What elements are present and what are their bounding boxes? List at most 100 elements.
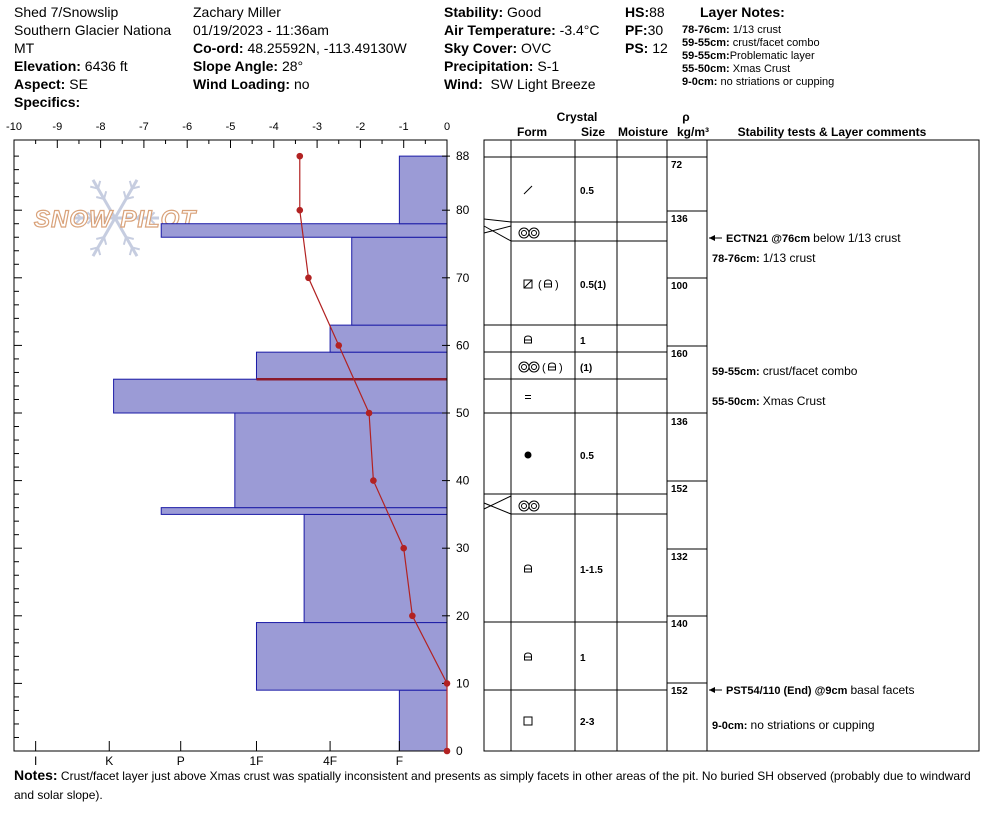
temp-point xyxy=(443,747,451,755)
stability-row: Stability: Good xyxy=(444,3,600,21)
facet-symbol xyxy=(544,279,552,288)
header-rho: ρ xyxy=(682,110,689,124)
temp-tick-label: -9 xyxy=(52,121,62,133)
hardness-bars xyxy=(113,155,448,752)
layer-comment: 9-0cm: no striations or cupping xyxy=(712,718,875,732)
crystal-size: 0.5(1) xyxy=(580,280,606,291)
precip-particle-symbol xyxy=(523,185,533,195)
snowflake-branch xyxy=(103,236,108,246)
temp-curve xyxy=(299,156,448,751)
hs-row: HS:88 xyxy=(625,3,668,21)
depth-tick-label: 60 xyxy=(456,338,470,352)
crystal-size: 2-3 xyxy=(580,717,595,728)
layer-connector xyxy=(483,502,512,515)
layer-connector xyxy=(483,225,512,234)
slope-value: 28° xyxy=(281,58,304,74)
snowflake-branch xyxy=(89,246,99,251)
depth-tick-label: 30 xyxy=(456,541,470,555)
pf-label: PF: xyxy=(625,22,648,38)
header-crystal: Crystal xyxy=(557,110,598,124)
pf-row: PF:30 xyxy=(625,21,668,39)
faceted-rounded-symbol xyxy=(523,279,533,289)
snowflake-branch xyxy=(136,217,144,225)
layer-notes-title: Layer Notes: xyxy=(700,4,785,20)
temp-point xyxy=(409,612,416,620)
layer-comment-range: 59-55cm: xyxy=(712,366,763,378)
layer-note-range: 78-76cm: xyxy=(682,24,730,36)
crust-symbol xyxy=(518,361,530,373)
specifics-label: Specifics: xyxy=(14,94,81,110)
snowflake-branch xyxy=(74,211,82,219)
ps-row: PS: 12 xyxy=(625,39,668,57)
elevation-value: 6436 ft xyxy=(84,58,128,74)
state: MT xyxy=(14,40,35,56)
snowflake-branch xyxy=(128,247,133,256)
ps-label: PS: xyxy=(625,40,649,56)
snowflake-branch xyxy=(95,196,105,200)
wind-row: Wind: SW Light Breeze xyxy=(444,75,600,93)
snowflake-branch xyxy=(148,217,156,225)
hardness-tick-label: K xyxy=(105,754,113,766)
hardness-tick-label: 1F xyxy=(249,754,263,766)
temperature-profile xyxy=(296,152,451,755)
paren-open: ( xyxy=(542,362,546,374)
layer-note: 55-50cm: Xmas Crust xyxy=(682,63,790,76)
snowflake-branch xyxy=(128,180,133,189)
hardness-tick-label: F xyxy=(396,754,403,766)
layer-connector xyxy=(483,225,512,242)
depth-tick-label: 20 xyxy=(456,609,470,623)
temp-tick-label: -4 xyxy=(269,121,279,133)
layer-comment-range: 9-0cm: xyxy=(712,720,751,732)
aspect-value: SE xyxy=(69,76,88,92)
temp-point xyxy=(365,409,373,417)
wind-loading-value: no xyxy=(293,76,310,92)
temp-tick-label: 0 xyxy=(444,121,450,133)
temp-point xyxy=(335,342,343,349)
depth-tick-label: 10 xyxy=(456,676,470,690)
layer-note-text: 1/13 crust xyxy=(732,24,782,36)
density-value: 152 xyxy=(671,484,688,495)
hardness-tick-label: 4F xyxy=(323,754,337,766)
snowflake-branch xyxy=(136,211,144,219)
layer-table xyxy=(483,139,980,752)
snowflake-branch xyxy=(148,211,156,219)
stability-test-text: below 1/13 crust xyxy=(813,231,901,245)
facet-symbol xyxy=(524,564,532,573)
mountain-range: Southern Glacier Nationa xyxy=(14,22,172,38)
notes: Notes: Crust/facet layer just above Xmas… xyxy=(14,766,989,805)
depth-info: HS:88 PF:30 PS: 12 xyxy=(625,3,668,57)
faceted-rounded-symbol xyxy=(523,279,533,289)
layer-table-text: Crystal Form Size Moisture ρkg/m³ Stability t… xyxy=(517,110,927,732)
hardness-bar xyxy=(255,622,448,691)
crust-symbol xyxy=(528,500,540,512)
layer-note: 59-55cm:Problematic layer xyxy=(682,50,815,63)
watermark-text: SNOW PILOT xyxy=(34,206,197,233)
density-value: 72 xyxy=(671,160,683,171)
hardness-bar xyxy=(303,513,448,624)
snowpilot-watermark: SNOW PILOT xyxy=(33,179,197,257)
density-value: 136 xyxy=(671,214,688,225)
layer-comment-range: 55-50cm: xyxy=(712,396,763,408)
datetime: 01/19/2023 - 11:36am xyxy=(193,22,329,38)
coord-label: Co-ord: xyxy=(193,40,244,56)
depth-tick-label: 80 xyxy=(456,203,470,217)
layer-note-range: 59-55cm: xyxy=(682,50,730,62)
layer-comment-text: no striations or cupping xyxy=(751,718,875,732)
facet-symbol xyxy=(548,362,556,371)
hs-label: HS: xyxy=(625,4,650,20)
temp-tick-label: -5 xyxy=(226,121,236,133)
density-value: 132 xyxy=(671,552,688,563)
header-moisture: Moisture xyxy=(618,125,668,139)
layer-note: 9-0cm: no striations or cupping xyxy=(682,76,834,89)
air-temp-row: Air Temperature: -3.4°C xyxy=(444,21,600,39)
layer-connector xyxy=(483,495,512,510)
temp-tick-label: -6 xyxy=(182,121,192,133)
location: Shed 7/Snowslip xyxy=(14,4,119,20)
layer-comment-text: crust/facet combo xyxy=(763,364,858,378)
elevation-label: Elevation: xyxy=(14,58,81,74)
snowflake-branch xyxy=(86,211,94,219)
coord-value: 48.25592N, -113.49130W xyxy=(247,40,407,56)
layer-comment-text: Xmas Crust xyxy=(763,394,826,408)
density-value: 100 xyxy=(671,281,688,292)
crystal-size: 1 xyxy=(580,336,586,347)
